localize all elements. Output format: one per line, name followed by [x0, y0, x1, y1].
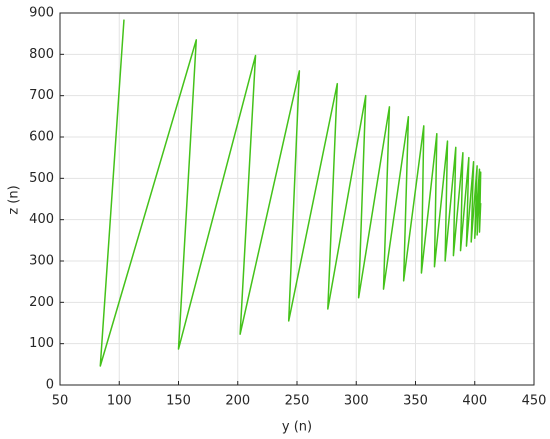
x-tick-label: 400: [462, 394, 487, 409]
plot-frame: [59, 12, 535, 386]
x-tick-label: 100: [107, 394, 132, 409]
x-tick-label: 250: [285, 394, 310, 409]
y-tick-label: 100: [29, 336, 54, 351]
x-tick-label: 150: [166, 394, 191, 409]
y-tick-label: 900: [29, 6, 54, 21]
y-tick-label: 300: [29, 254, 54, 269]
data-line: [99, 19, 482, 367]
x-axis-label: y (n): [282, 420, 312, 435]
y-tick-label: 0: [46, 378, 54, 393]
y-tick-label: 600: [29, 130, 54, 145]
y-tick-label: 800: [29, 47, 54, 62]
x-tick-label: 450: [522, 394, 547, 409]
x-tick-label: 300: [344, 394, 369, 409]
x-tick-label: 200: [225, 394, 250, 409]
y-tick-label: 200: [29, 295, 54, 310]
x-tick-label: 350: [403, 394, 428, 409]
x-tick-label: 50: [52, 394, 69, 409]
y-axis-label: z (n): [7, 185, 22, 214]
y-tick-label: 400: [29, 212, 54, 227]
y-tick-label: 700: [29, 88, 54, 103]
y-tick-label: 500: [29, 171, 54, 186]
